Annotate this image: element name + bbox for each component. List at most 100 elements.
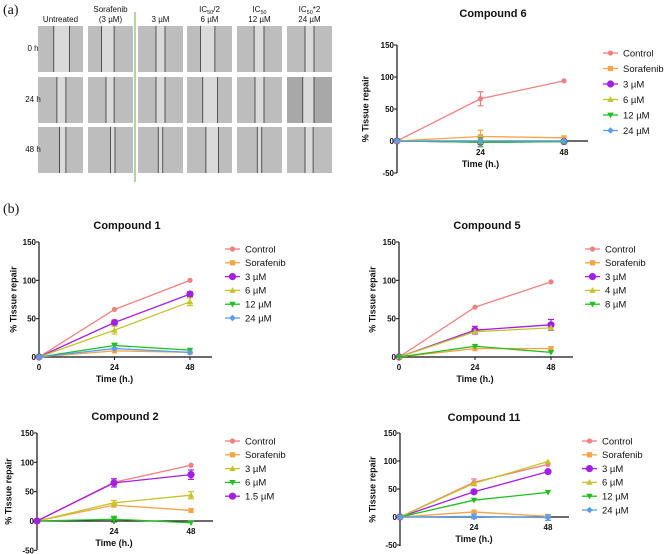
legend-item: Sorafenib	[582, 450, 643, 461]
data-point	[188, 462, 194, 468]
legend-item: Sorafenib	[225, 258, 286, 269]
y-tick-label: 50	[388, 485, 397, 494]
subscript: 50	[307, 10, 313, 16]
y-tick-label: 100	[21, 458, 35, 467]
legend-label: Sorafenib	[605, 258, 646, 269]
column-header: 6 µM	[201, 15, 219, 24]
legend-label: 4 µM	[605, 286, 626, 297]
legend-item: 6 µM	[582, 478, 623, 489]
y-tick-label: 100	[383, 276, 397, 285]
legend-marker	[589, 246, 596, 252]
y-tick-label: 150	[21, 429, 35, 438]
legend-marker	[229, 301, 236, 308]
x-tick-label: 48	[187, 527, 196, 536]
legend-marker	[586, 479, 593, 485]
x-axis-label: Time (h.)	[96, 374, 133, 384]
series-5	[35, 345, 194, 361]
legend-marker	[229, 480, 236, 486]
legend-marker	[229, 314, 236, 322]
y-tick-label: 50	[387, 315, 396, 324]
scratch-gap	[305, 127, 314, 173]
x-tick-label: 48	[547, 363, 556, 372]
column-header-line1: IC50*2	[299, 5, 321, 16]
y-tick-label: 150	[383, 238, 397, 247]
panel-b-label: (b)	[3, 202, 20, 217]
data-point	[470, 480, 478, 486]
subscript: 50	[207, 10, 213, 16]
legend-item: 3 µM	[603, 79, 644, 90]
legend-label: 24 µM	[602, 505, 629, 516]
data-point	[111, 345, 118, 352]
legend-marker	[586, 438, 593, 444]
y-axis-label: % Tissue repair	[367, 266, 377, 333]
data-point	[186, 349, 194, 356]
legend-item: 6 µM	[225, 478, 266, 489]
y-tick-label: 0	[32, 353, 37, 362]
subscript: 50	[260, 10, 266, 16]
legend-item: Sorafenib	[585, 258, 646, 269]
legend-item: 6 µM	[603, 95, 644, 106]
legend-item: Control	[603, 48, 654, 59]
column-header: 12 µM	[248, 15, 271, 24]
scratch-gap	[200, 26, 215, 72]
legend-item: Control	[225, 244, 276, 255]
legend-label: Control	[602, 436, 633, 447]
column-header: 3 µM	[152, 15, 170, 24]
data-point	[477, 133, 484, 140]
legend-item: 3 µM	[585, 272, 626, 283]
legend-marker	[607, 65, 614, 72]
scratch-gap	[254, 26, 264, 72]
suffix: *2	[313, 5, 321, 14]
panel-a-label: (a)	[3, 3, 19, 18]
data-point	[544, 458, 552, 464]
y-tick-label: 0	[393, 513, 398, 522]
x-axis-label: Time (h.)	[95, 538, 132, 548]
data-point	[393, 137, 401, 145]
data-point	[187, 277, 193, 283]
data-point	[470, 497, 478, 504]
chart-compound2: Compound 2 -50 0 50 100 150 24 48 Time (h.) % Tis…	[3, 411, 285, 554]
chart-title: Compound 11	[448, 412, 521, 424]
legend-marker	[607, 50, 614, 56]
data-point	[470, 513, 478, 520]
scratch-gap	[106, 77, 115, 123]
data-point	[544, 468, 552, 476]
legend-item: 12 µM	[225, 300, 272, 311]
legend-marker	[589, 287, 596, 293]
data-point	[560, 137, 568, 145]
data-point	[470, 488, 478, 496]
data-point	[395, 354, 403, 361]
chart-title: Compound 5	[453, 220, 520, 232]
data-point	[544, 489, 552, 496]
y-axis-label: % Tissue repair	[360, 75, 370, 142]
chart-compound5: Compound 5 0 50 100 150 0 24 48 Time (h.) % Tissu…	[367, 220, 645, 384]
legend-item: 8 µM	[585, 300, 626, 311]
legend-label: Control	[605, 244, 636, 255]
legend-marker	[586, 493, 593, 500]
scratch-gap	[255, 77, 264, 123]
scratch-gap	[202, 77, 218, 123]
legend-label: Sorafenib	[602, 450, 643, 461]
legend-item: Sorafenib	[225, 450, 286, 461]
data-point	[110, 479, 118, 487]
x-tick-label: 48	[560, 148, 569, 157]
chart-compound1: Compound 1 0 50 100 150 0 24 48 Time (h.) % Tissu…	[8, 220, 285, 384]
series-line	[36, 464, 192, 522]
chart-compound11: Compound 11 -50 0 50 100 150 24 48 Time (h.) % Ti…	[367, 412, 642, 550]
scratch-gap	[101, 26, 115, 72]
legend-marker	[228, 273, 237, 281]
data-point	[188, 507, 194, 514]
legend-marker	[589, 260, 596, 266]
y-tick-label: 150	[381, 41, 395, 50]
data-point	[111, 306, 118, 313]
chart-title: Compound 1	[93, 220, 160, 232]
data-point	[471, 509, 477, 515]
data-point	[33, 517, 41, 525]
legend-item: 1.5 µM	[225, 492, 274, 503]
data-point	[110, 499, 118, 506]
legend-item: Control	[582, 436, 633, 447]
legend-marker	[606, 80, 615, 88]
data-point	[544, 514, 552, 521]
data-point	[186, 298, 194, 305]
